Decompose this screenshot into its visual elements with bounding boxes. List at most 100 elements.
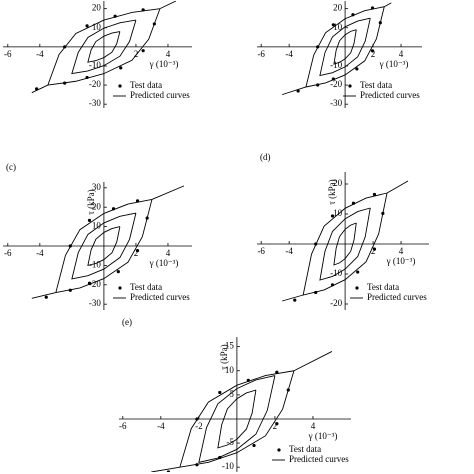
- x-tick-label: 2: [134, 49, 139, 59]
- predicted-curve: [282, 180, 409, 302]
- legend-label: Test data: [360, 80, 392, 90]
- plot-area: [282, 180, 409, 302]
- x-tick-label: -6: [119, 421, 127, 431]
- x-tick-label: 4: [399, 246, 404, 256]
- legend-marker: [277, 448, 281, 452]
- y-tick-label: 10: [333, 22, 343, 32]
- legend-label: Predicted curves: [367, 292, 427, 302]
- y-tick-label: -10: [330, 60, 342, 70]
- y-tick-label: -10: [222, 461, 234, 471]
- x-tick-label: 2: [134, 248, 139, 258]
- test-point: [293, 298, 297, 302]
- x-tick-label: 4: [166, 49, 171, 59]
- y-tick-label: -30: [89, 298, 101, 308]
- x-tick-label: 2: [273, 421, 278, 431]
- y-tick-label: 10: [333, 208, 343, 218]
- y-tick-label: 10: [92, 22, 102, 32]
- plot-area: [282, 2, 392, 96]
- plot-area: [31, 185, 185, 299]
- test-point: [275, 370, 279, 374]
- x-tick-label: -2: [195, 421, 203, 431]
- panel-label: (d): [260, 152, 271, 162]
- test-point: [331, 23, 335, 27]
- panel-label: (e): [122, 317, 132, 327]
- legend-label: Test data: [130, 282, 162, 292]
- test-point: [141, 49, 145, 53]
- x-axis-label: γ (10⁻³): [379, 59, 409, 69]
- y-tick-label: -20: [89, 79, 101, 89]
- test-point: [370, 49, 375, 53]
- y-tick-label: 15: [225, 341, 235, 351]
- x-tick-label: 4: [399, 49, 404, 59]
- legend-marker: [118, 84, 122, 88]
- x-tick-label: -4: [285, 49, 293, 59]
- y-tick-label: -30: [330, 98, 342, 108]
- test-point: [372, 247, 377, 251]
- y-axis-label: τ (kPa): [86, 189, 96, 214]
- x-tick-label: -6: [4, 49, 12, 59]
- y-tick-label: 20: [92, 3, 102, 13]
- x-tick-label: -4: [285, 246, 293, 256]
- test-point: [85, 24, 89, 28]
- test-point: [166, 470, 171, 472]
- x-tick-label: -6: [257, 49, 265, 59]
- test-point: [116, 270, 120, 274]
- x-tick-label: -4: [36, 248, 44, 258]
- legend-label: Predicted curves: [289, 454, 349, 464]
- x-tick-label: 4: [166, 248, 171, 258]
- test-point: [87, 218, 92, 222]
- panel-label: (c): [6, 162, 16, 172]
- x-axis-label: γ (10⁻³): [149, 258, 179, 268]
- x-tick-label: 2: [371, 246, 376, 256]
- x-axis-label: γ (10⁻³): [149, 59, 179, 69]
- y-tick-label: -20: [330, 298, 342, 308]
- y-tick-label: 30: [92, 182, 102, 192]
- test-point: [218, 390, 222, 395]
- test-point: [252, 443, 256, 448]
- test-point: [355, 67, 359, 71]
- x-axis-label: γ (10⁻³): [308, 431, 338, 441]
- predicted-curve: [151, 351, 333, 472]
- y-tick-label: 5: [229, 389, 234, 399]
- y-tick-label: -20: [330, 79, 342, 89]
- y-tick-label: 10: [92, 221, 102, 231]
- legend-marker: [118, 286, 122, 290]
- x-tick-label: 4: [311, 421, 316, 431]
- x-tick-label: -4: [157, 421, 165, 431]
- y-tick-label: 20: [333, 178, 343, 188]
- test-point: [44, 295, 48, 299]
- y-tick-label: -5: [226, 437, 234, 447]
- legend-label: Predicted curves: [130, 292, 190, 302]
- y-tick-label: -10: [89, 259, 101, 269]
- test-point: [135, 249, 140, 253]
- y-tick-label: -10: [330, 268, 342, 278]
- legend-label: Test data: [289, 444, 321, 454]
- predicted-curve: [282, 2, 392, 96]
- x-tick-label: -6: [4, 248, 12, 258]
- x-axis-label: γ (10⁻³): [386, 256, 416, 266]
- predicted-curve: [31, 1, 177, 94]
- legend-marker: [355, 286, 359, 290]
- legend-label: Predicted curves: [360, 90, 420, 100]
- y-tick-label: -30: [89, 98, 101, 108]
- test-point: [119, 66, 123, 70]
- x-tick-label: 2: [371, 49, 376, 59]
- y-tick-label: 20: [92, 201, 102, 211]
- y-tick-label: -10: [89, 60, 101, 70]
- legend-label: Predicted curves: [130, 90, 190, 100]
- y-tick-label: 20: [333, 3, 343, 13]
- predicted-curve: [31, 185, 185, 299]
- test-point: [356, 270, 360, 274]
- y-tick-label: 10: [225, 365, 235, 375]
- plot-area: [151, 351, 333, 472]
- y-axis-label: τ (kPa): [219, 344, 229, 369]
- test-point: [372, 192, 377, 197]
- legend-label: Test data: [367, 282, 399, 292]
- legend-label: Test data: [130, 80, 162, 90]
- x-tick-label: -4: [36, 49, 44, 59]
- test-point: [275, 422, 279, 426]
- legend-marker: [348, 84, 352, 88]
- x-tick-label: -6: [257, 246, 265, 256]
